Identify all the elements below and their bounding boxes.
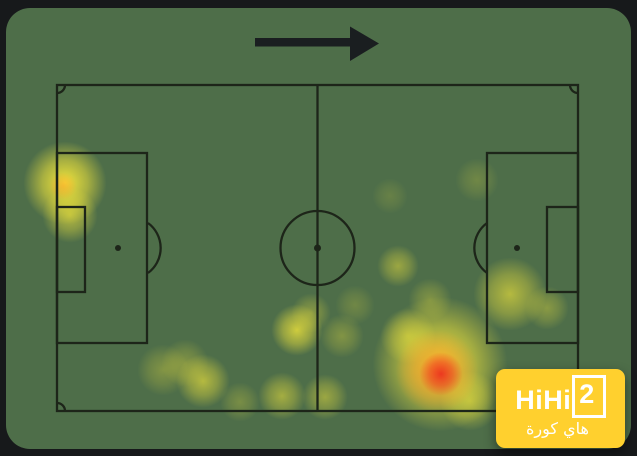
corner-arc-bottom-left [56, 401, 67, 412]
arrow-layer [6, 8, 631, 449]
center-circle [279, 209, 356, 287]
brand-logo: HiHi 2 هاي كورة [496, 369, 625, 448]
attack-direction-arrow-icon [255, 26, 379, 61]
brand-boxed-number: 2 [572, 374, 606, 418]
right-goal-box [545, 205, 580, 294]
left-goal-box [55, 205, 87, 294]
right-penalty-arc [473, 222, 488, 274]
brand-text: HiHi [515, 384, 572, 415]
right-penalty-spot [514, 245, 520, 251]
corner-arc-top-left [56, 84, 67, 95]
left-penalty-arc [147, 222, 162, 274]
left-penalty-spot [115, 245, 121, 251]
center-spot [314, 244, 321, 252]
brand-name: HiHi 2 [515, 374, 606, 418]
brand-tagline: هاي كورة [526, 418, 589, 438]
corner-arc-top-right [568, 84, 579, 95]
